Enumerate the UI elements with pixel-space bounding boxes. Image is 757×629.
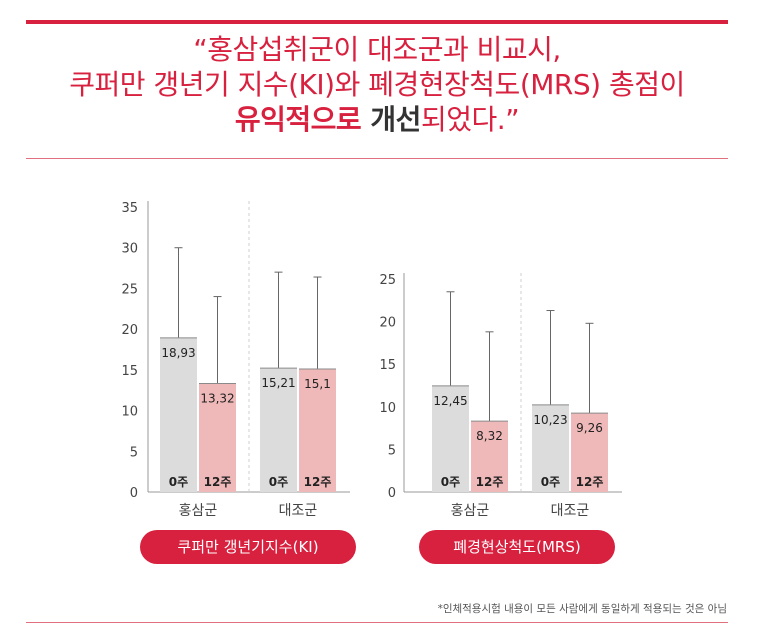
chart-ki-data-label: 15,21 — [261, 376, 295, 390]
chart-mrs-bar — [432, 385, 469, 492]
headline-divider — [26, 158, 728, 159]
chart-mrs-group-label: 홍삼군 — [451, 503, 490, 519]
footnote: *인체적용시험 내용이 모든 사람에게 동일하게 적용되는 것은 아님 — [437, 603, 727, 615]
chart-mrs-week-label: 12주 — [476, 475, 504, 489]
chart-ki-bar — [260, 368, 297, 492]
chart-ki-group-label: 대조군 — [279, 503, 318, 519]
chart-ki-data-label: 18,93 — [161, 346, 195, 360]
chart-mrs-bar — [471, 421, 508, 492]
chart-mrs-y-tick-label: 15 — [379, 358, 396, 373]
chart-ki-bar — [199, 383, 236, 492]
chart-mrs-data-label: 9,26 — [576, 421, 603, 435]
chart-ki-week-label: 12주 — [204, 475, 232, 489]
chart-mrs-data-label: 10,23 — [533, 413, 567, 427]
chart-mrs-week-label: 0주 — [441, 475, 460, 489]
chart-mrs-y-tick-label: 10 — [379, 401, 396, 416]
headline-line2: 쿠퍼만 갱년기 지수(KI)와 폐경현장척도(MRS) 총점이 — [69, 68, 685, 101]
chart-mrs-bar — [571, 413, 608, 492]
chart-ki-week-label: 12주 — [304, 475, 332, 489]
chart-ki-week-label: 0주 — [269, 475, 288, 489]
chart-mrs-y-tick-label: 20 — [379, 316, 396, 331]
chart-mrs-data-label: 8,32 — [476, 429, 503, 443]
chart-ki-data-label: 15,1 — [304, 377, 331, 391]
chart-mrs-y-tick-label: 25 — [379, 273, 396, 288]
headline-emphasis: 유익적으로 — [234, 103, 371, 136]
chart-ki-y-tick-label: 5 — [130, 445, 138, 460]
chart-mrs-y-tick-label: 5 — [388, 443, 396, 458]
headline-line3: 유익적으로 개선되었다.” — [26, 102, 728, 137]
chart-ki-y-tick-label: 0 — [130, 486, 138, 501]
top-rule — [26, 20, 728, 24]
chart-ki-y-tick-label: 35 — [121, 201, 138, 216]
chart-title-mrs: 폐경현상척도(MRS) — [419, 530, 615, 564]
chart-ki-week-label: 0주 — [169, 475, 188, 489]
chart-ki-y-tick-label: 25 — [121, 282, 138, 297]
headline: “홍삼섭취군이 대조군과 비교시, 쿠퍼만 갱년기 지수(KI)와 폐경현장척도… — [26, 32, 728, 137]
chart-ki-y-tick-label: 15 — [121, 364, 138, 379]
chart-mrs-week-label: 12주 — [576, 475, 604, 489]
chart-mrs-bar — [532, 404, 569, 492]
chart-ki-data-label: 13,32 — [200, 392, 234, 406]
chart-ki-group-label: 홍삼군 — [179, 503, 218, 519]
bottom-rule — [26, 622, 728, 623]
chart-ki-bar — [299, 369, 336, 492]
headline-line1: “홍삼섭취군이 대조군과 비교시, — [193, 33, 561, 66]
chart-mrs-data-label: 12,45 — [433, 394, 467, 408]
chart-mrs-y-tick-label: 0 — [388, 486, 396, 501]
chart-ki-y-tick-label: 20 — [121, 323, 138, 338]
chart-ki-bar — [160, 337, 197, 492]
chart-title-ki: 쿠퍼만 갱년기지수(KI) — [140, 530, 356, 564]
chart-ki-y-tick-label: 30 — [121, 242, 138, 257]
headline-emphasis-dark: 개선 — [370, 103, 421, 136]
chart-mrs-week-label: 0주 — [541, 475, 560, 489]
headline-tail: 되었다.” — [420, 103, 520, 136]
chart-mrs-group-label: 대조군 — [551, 503, 590, 519]
chart-ki-y-tick-label: 10 — [121, 405, 138, 420]
